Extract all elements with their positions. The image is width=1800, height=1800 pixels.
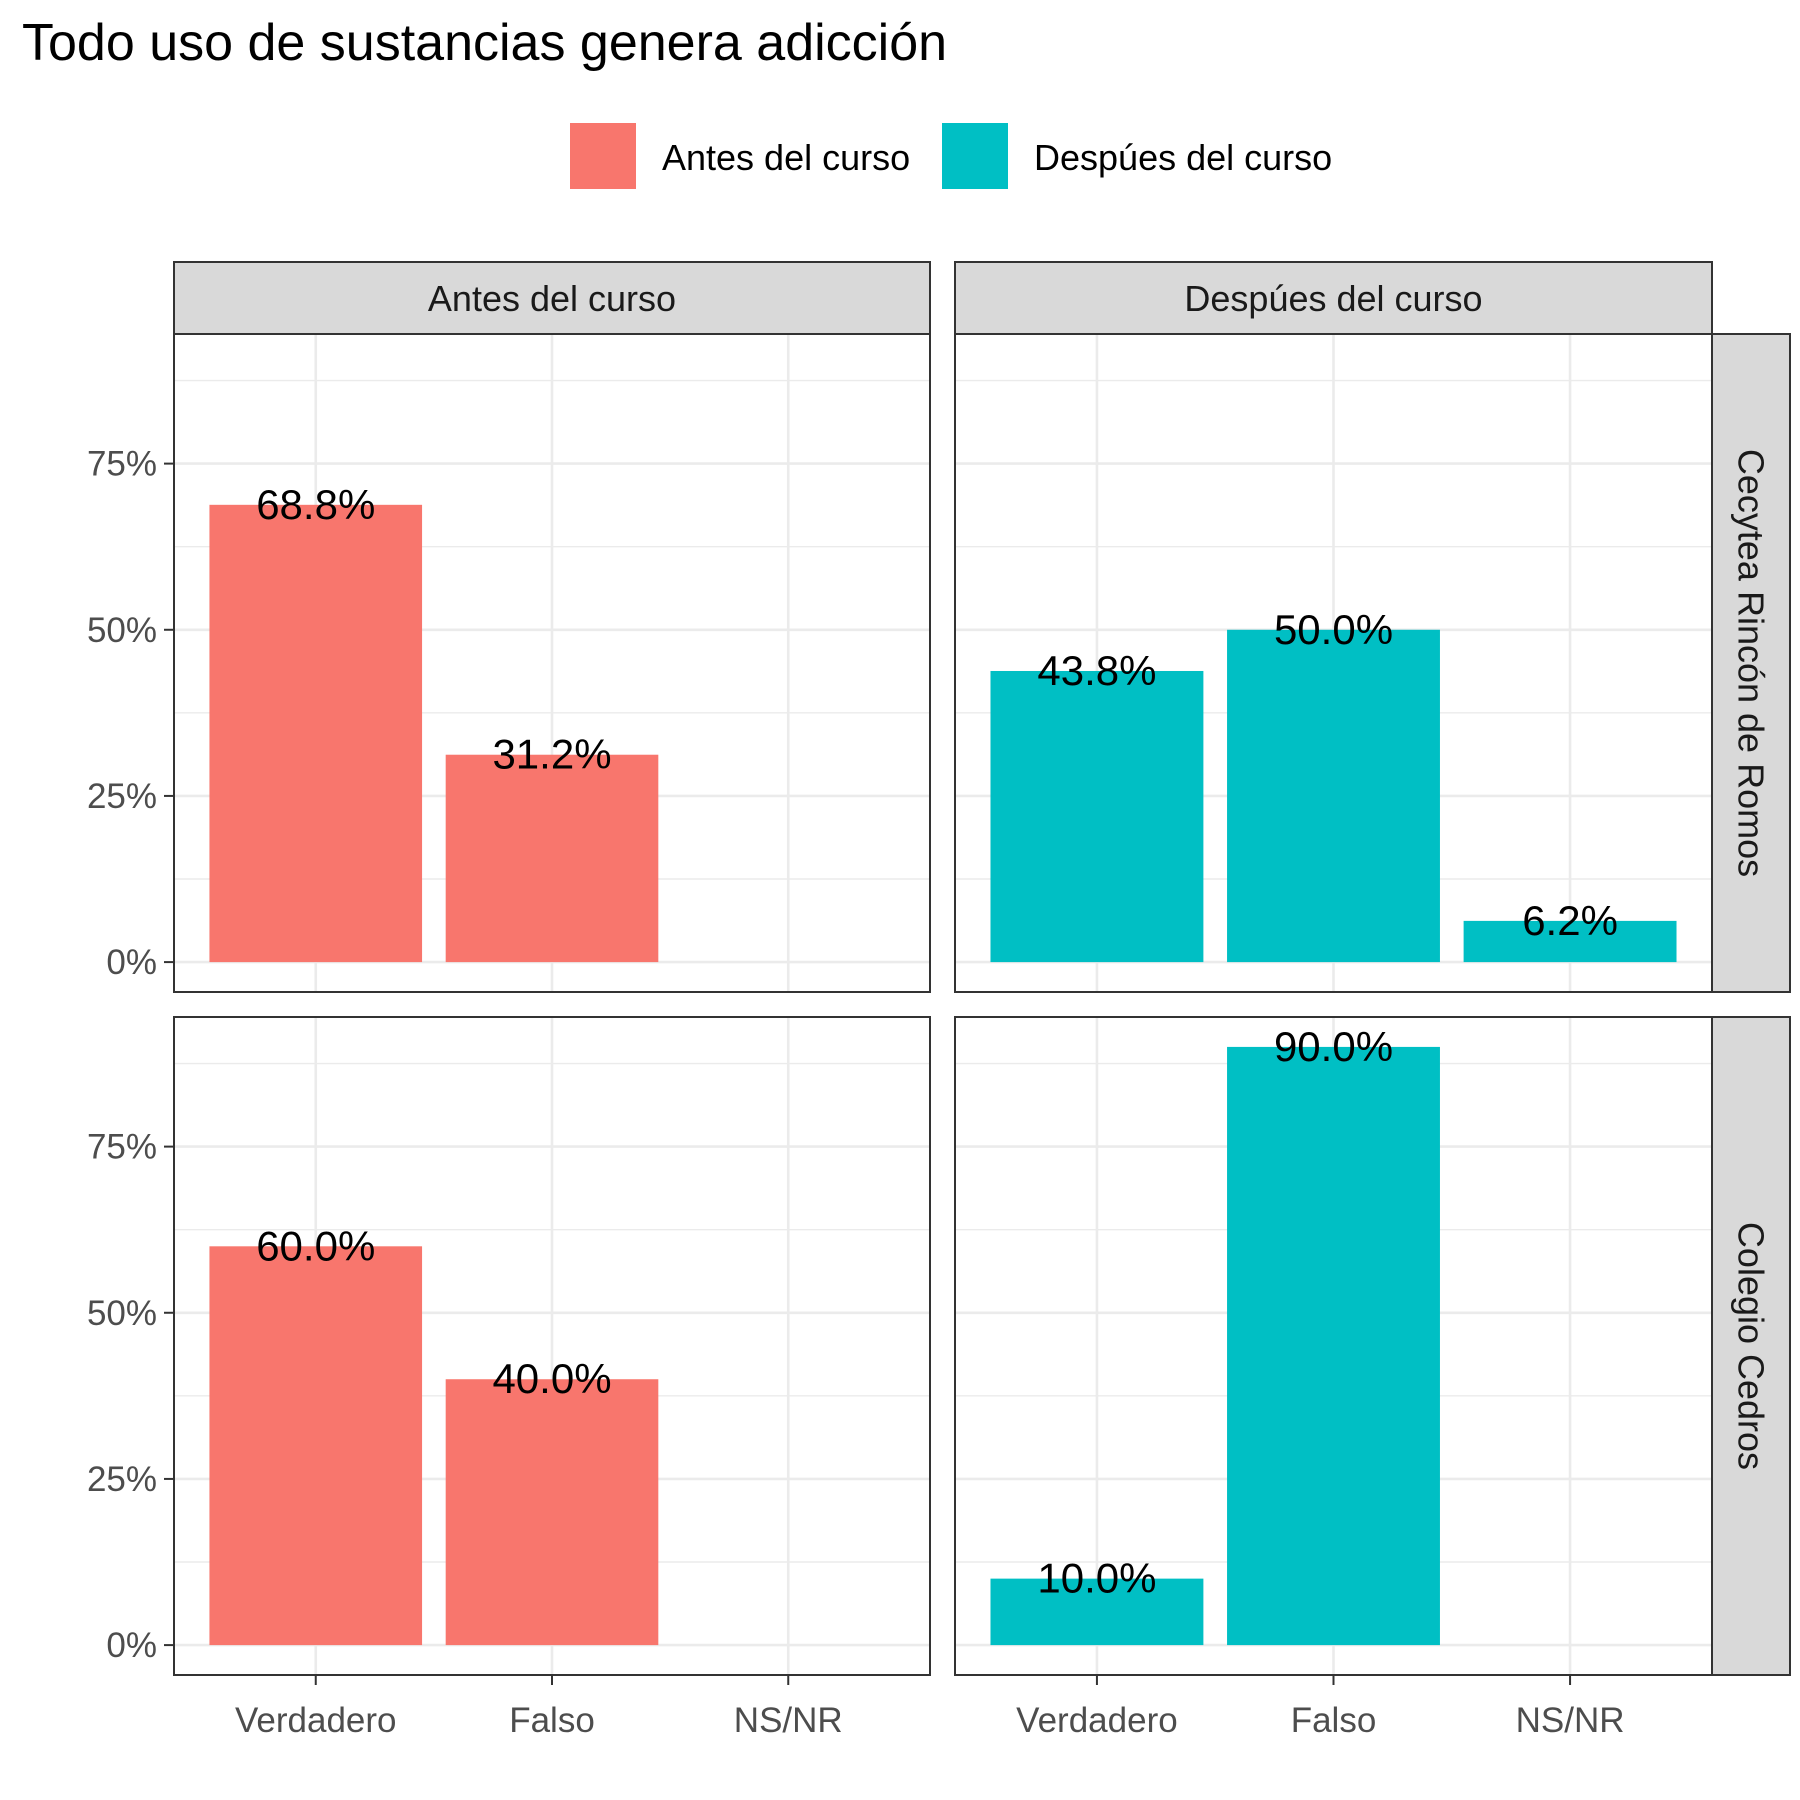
- facet-strip-right: [1711, 333, 1791, 993]
- data-label: 43.8%: [1037, 647, 1156, 694]
- data-label: 10.0%: [1037, 1555, 1156, 1602]
- legend-key-despues: [942, 123, 1008, 189]
- bar: [990, 670, 1204, 963]
- bar: [445, 754, 659, 963]
- x-tick-label: NS/NR: [1516, 1701, 1625, 1740]
- facet-panel: 68.8% 31.2% 0% 25% 50% 75%: [87, 333, 931, 993]
- bar: [209, 1246, 423, 1646]
- y-tick-label: 50%: [87, 1294, 157, 1333]
- y-tick-label: 25%: [87, 1460, 157, 1499]
- bar: [1227, 1046, 1440, 1646]
- legend-label: Despúes del curso: [1034, 137, 1332, 178]
- legend-key-antes: [570, 123, 636, 189]
- bar: [209, 504, 423, 963]
- y-tick-label: 50%: [87, 611, 157, 650]
- legend-label: Antes del curso: [662, 137, 910, 178]
- data-label: 6.2%: [1522, 897, 1618, 944]
- facet-strip-label: Antes del curso: [428, 278, 676, 319]
- x-tick-label: Falso: [1291, 1701, 1377, 1740]
- facet-panel: 60.0% 40.0% 0% 25% 50% 75% Verdadero Falso NS/NR: [87, 1016, 931, 1740]
- x-tick-label: Falso: [509, 1701, 595, 1740]
- data-label: 60.0%: [256, 1222, 375, 1269]
- x-tick-label: NS/NR: [734, 1701, 843, 1740]
- data-label: 90.0%: [1274, 1023, 1393, 1070]
- data-label: 50.0%: [1274, 606, 1393, 653]
- facet-strip-label: Colegio Cedros: [1731, 1222, 1772, 1470]
- facet-strip-label: Despúes del curso: [1184, 278, 1482, 319]
- facet-strip-label: Cecytea Rincón de Romos: [1731, 449, 1772, 877]
- x-tick-label: Verdadero: [1016, 1701, 1178, 1740]
- bar: [990, 1578, 1204, 1646]
- bar: [445, 1379, 659, 1646]
- x-tick-label: Verdadero: [235, 1701, 397, 1740]
- chart-title: Todo uso de sustancias genera adicción: [22, 14, 947, 72]
- y-tick-label: 0%: [106, 1626, 157, 1665]
- data-label: 31.2%: [492, 731, 611, 778]
- data-label: 68.8%: [256, 481, 375, 528]
- facet-panel: 10.0% 90.0% Verdadero Falso NS/NR: [954, 1016, 1713, 1740]
- facet-strip-top: [954, 261, 1713, 335]
- facet-panels: 68.8% 31.2% 0% 25% 50% 75% 43.8% 50.0% 6.2% 60.0%…: [87, 261, 1791, 1740]
- y-tick-label: 0%: [106, 943, 157, 982]
- bar: [1463, 920, 1677, 963]
- facet-strip-top: [173, 261, 931, 335]
- bar: [1227, 629, 1440, 963]
- facet-panel: 43.8% 50.0% 6.2%: [954, 333, 1713, 993]
- y-tick-label: 75%: [87, 1128, 157, 1167]
- y-tick-label: 75%: [87, 445, 157, 484]
- legend: Antes del curso Despúes del curso: [570, 123, 1332, 189]
- y-tick-label: 25%: [87, 777, 157, 816]
- data-label: 40.0%: [492, 1355, 611, 1402]
- facet-strip-right: [1711, 1016, 1791, 1676]
